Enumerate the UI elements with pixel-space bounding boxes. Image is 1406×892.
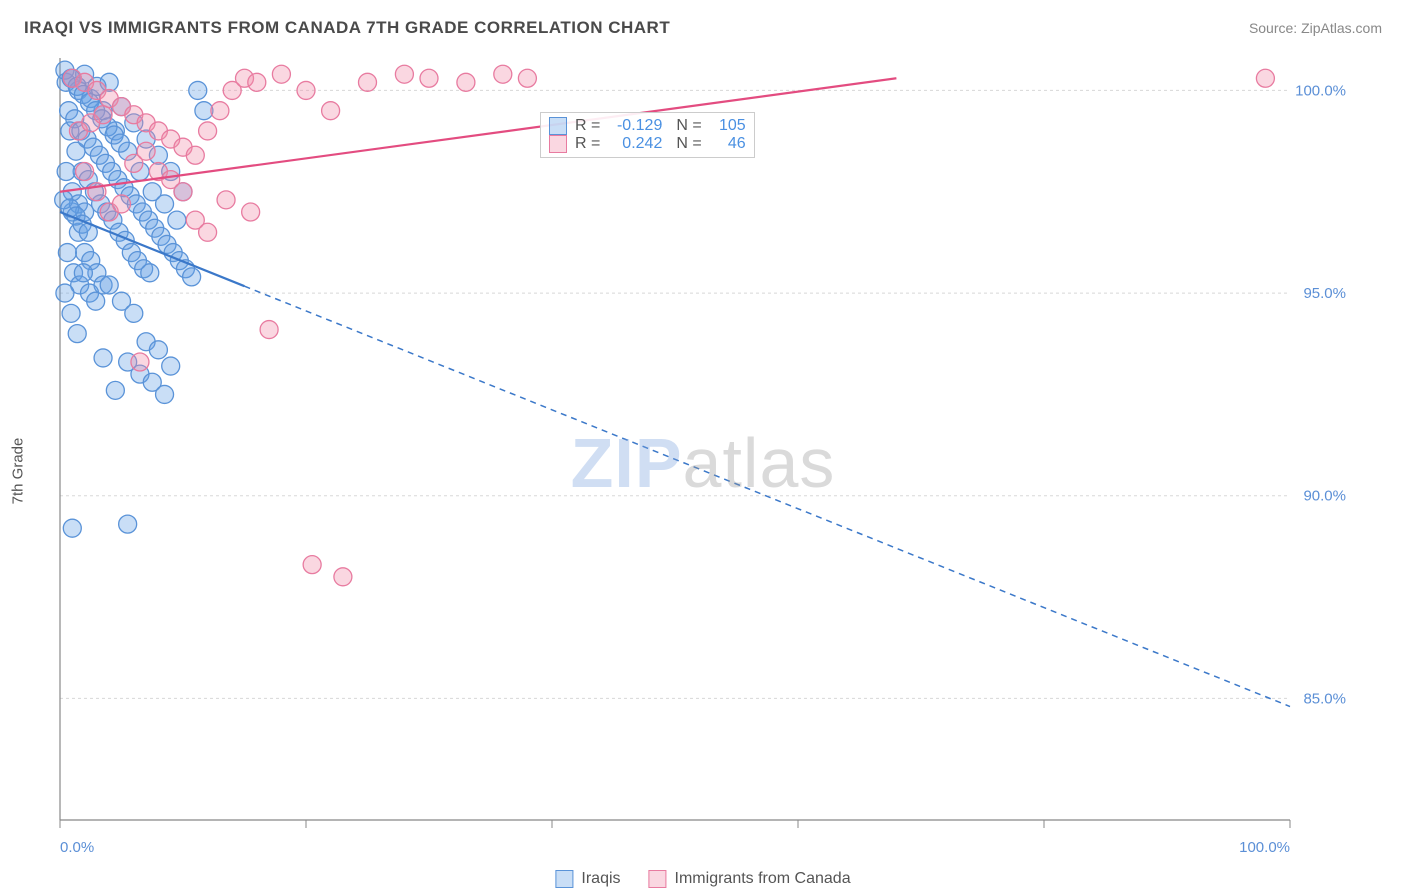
legend-item: Immigrants from Canada <box>649 870 851 888</box>
y-tick-label: 90.0% <box>1303 488 1346 505</box>
data-point <box>57 162 75 180</box>
series-swatch <box>549 135 567 153</box>
data-point <box>156 195 174 213</box>
data-point <box>106 381 124 399</box>
data-point <box>63 519 81 537</box>
x-tick-label: 0.0% <box>60 839 94 856</box>
data-point <box>217 191 235 209</box>
r-label: R = <box>575 117 600 135</box>
data-point <box>174 183 192 201</box>
data-point <box>457 73 475 91</box>
data-point <box>518 69 536 87</box>
legend-label: Immigrants from Canada <box>675 870 851 888</box>
data-point <box>168 211 186 229</box>
data-point <box>74 264 92 282</box>
chart-area: 7th Grade 85.0%90.0%95.0%100.0%0.0%100.0… <box>0 50 1406 892</box>
legend-swatch <box>649 870 667 888</box>
data-point <box>195 102 213 120</box>
trend-line-solid <box>60 78 896 191</box>
data-point <box>395 65 413 83</box>
data-point <box>76 162 94 180</box>
chart-title: IRAQI VS IMMIGRANTS FROM CANADA 7TH GRAD… <box>24 18 670 38</box>
data-point <box>242 203 260 221</box>
data-point <box>211 102 229 120</box>
data-point <box>94 349 112 367</box>
series-swatch <box>549 117 567 135</box>
data-point <box>260 321 278 339</box>
data-point <box>68 325 86 343</box>
n-value: 105 <box>710 117 746 135</box>
data-point <box>186 146 204 164</box>
data-point <box>58 244 76 262</box>
data-point <box>149 341 167 359</box>
data-point <box>131 353 149 371</box>
data-point <box>334 568 352 586</box>
data-point <box>494 65 512 83</box>
data-point <box>189 81 207 99</box>
legend-swatch <box>555 870 573 888</box>
x-tick-label: 100.0% <box>1239 839 1290 856</box>
bottom-legend: Iraqis Immigrants from Canada <box>555 870 850 888</box>
y-tick-label: 100.0% <box>1295 82 1346 99</box>
data-point <box>94 106 112 124</box>
n-label: N = <box>676 135 701 153</box>
data-point <box>62 304 80 322</box>
data-point <box>297 81 315 99</box>
correlation-info-box: R = -0.129 N = 105 R = 0.242 N = 46 <box>540 112 755 158</box>
r-value: -0.129 <box>608 117 662 135</box>
data-point <box>100 276 118 294</box>
data-point <box>322 102 340 120</box>
data-point <box>137 142 155 160</box>
trend-line-dashed <box>245 286 1291 706</box>
data-point <box>1256 69 1274 87</box>
data-point <box>272 65 290 83</box>
data-point <box>199 122 217 140</box>
n-value: 46 <box>710 135 746 153</box>
legend-label: Iraqis <box>581 870 620 888</box>
data-point <box>303 556 321 574</box>
data-point <box>111 134 129 152</box>
data-point <box>87 292 105 310</box>
y-tick-label: 85.0% <box>1303 690 1346 707</box>
data-point <box>156 385 174 403</box>
y-tick-label: 95.0% <box>1303 285 1346 302</box>
info-row: R = 0.242 N = 46 <box>549 135 746 153</box>
data-point <box>113 195 131 213</box>
r-label: R = <box>575 135 600 153</box>
data-point <box>183 268 201 286</box>
data-point <box>420 69 438 87</box>
r-value: 0.242 <box>608 135 662 153</box>
data-point <box>125 304 143 322</box>
n-label: N = <box>676 117 701 135</box>
data-point <box>141 264 159 282</box>
data-point <box>119 515 137 533</box>
source-label: Source: ZipAtlas.com <box>1249 20 1382 36</box>
info-row: R = -0.129 N = 105 <box>549 117 746 135</box>
header: IRAQI VS IMMIGRANTS FROM CANADA 7TH GRAD… <box>0 0 1406 48</box>
data-point <box>248 73 266 91</box>
legend-item: Iraqis <box>555 870 620 888</box>
data-point <box>359 73 377 91</box>
scatter-plot-svg: 85.0% 90.0% 95.0% 100.0% 0.0% 100.0% <box>0 50 1406 892</box>
data-point <box>56 284 74 302</box>
data-point <box>199 223 217 241</box>
data-point <box>162 357 180 375</box>
